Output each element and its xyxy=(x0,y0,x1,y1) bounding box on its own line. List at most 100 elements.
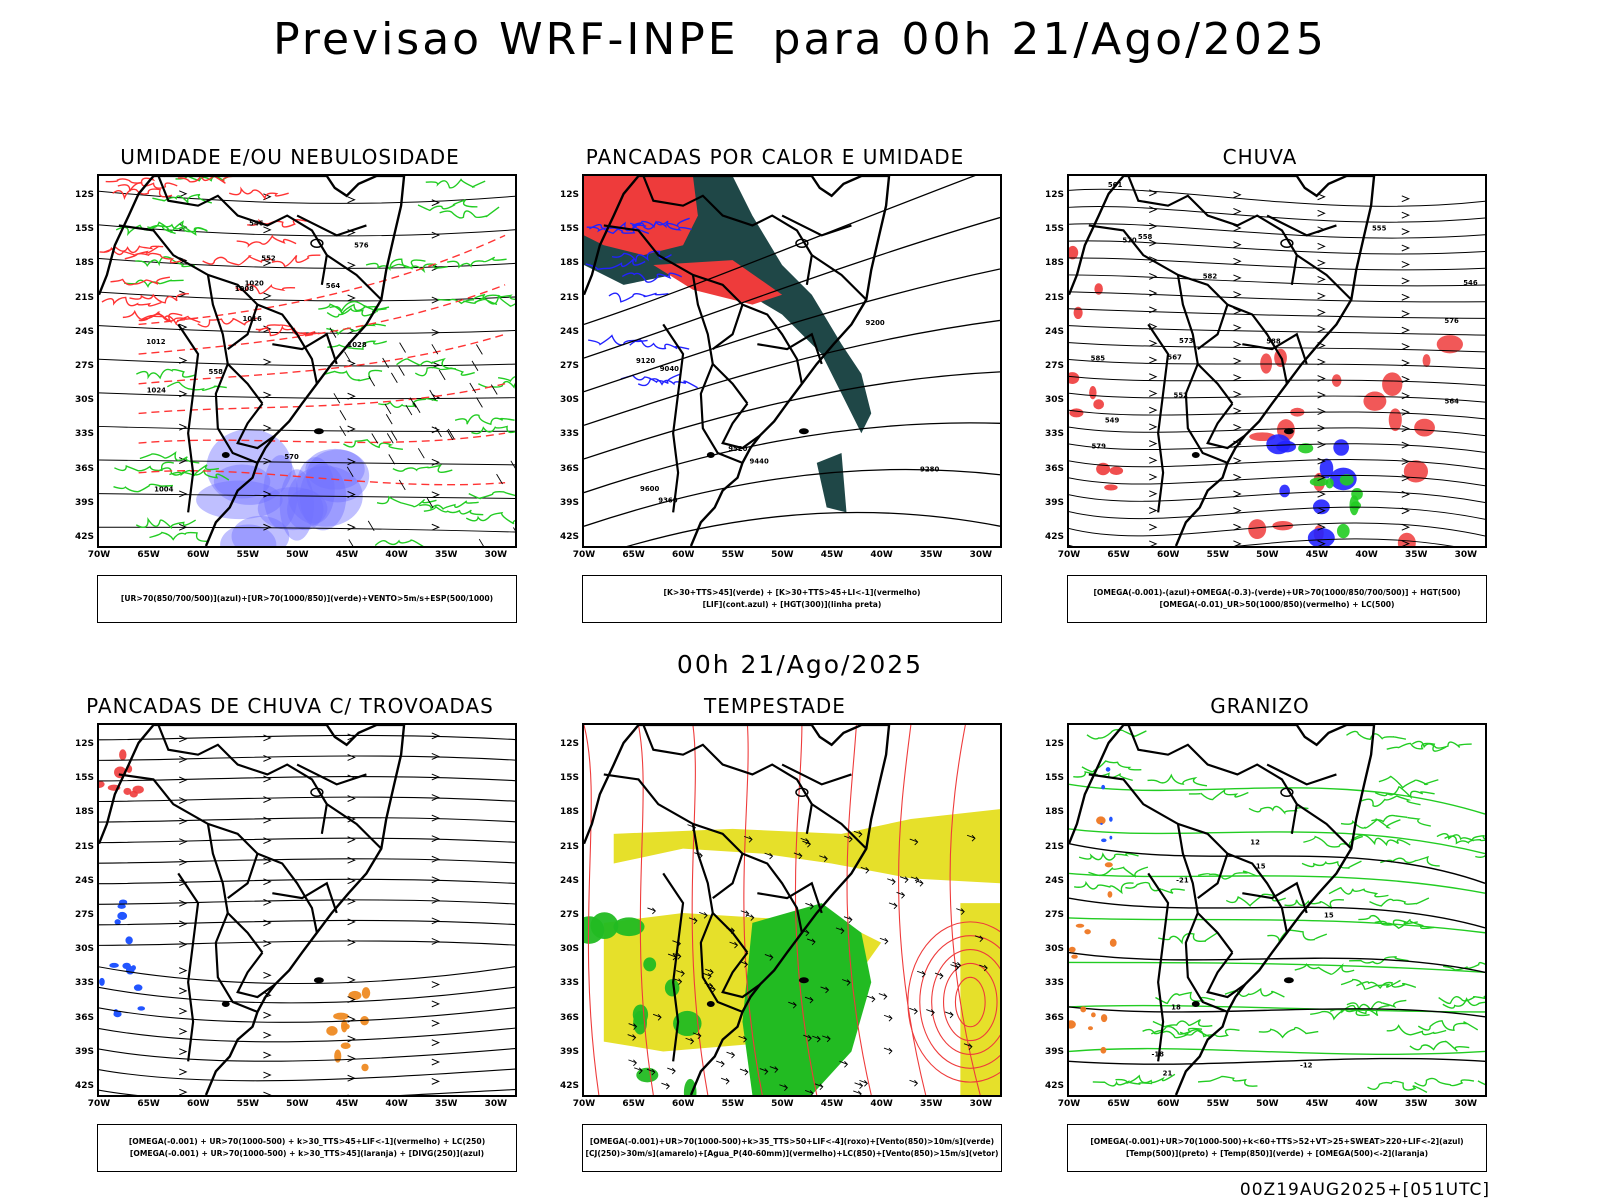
lake xyxy=(798,977,809,984)
flow-arrow xyxy=(263,1031,272,1039)
lon-tick-label: 70W xyxy=(1057,1099,1081,1109)
shaded-area xyxy=(348,990,362,1000)
shaded-area xyxy=(1109,938,1117,947)
panel-tempestade: TEMPESTADE 12S 15S 18S 21S 24S 27S 30S 33S 36S 39… xyxy=(545,694,1005,1174)
wind-vector xyxy=(740,910,750,917)
lon-tick-label: 40W xyxy=(1355,550,1378,560)
contour-line xyxy=(135,517,197,529)
wind-vector xyxy=(471,360,479,371)
country-border xyxy=(206,823,264,954)
flow-arrow xyxy=(347,491,356,498)
lake-outline xyxy=(1280,787,1294,797)
country-border xyxy=(742,303,803,384)
contour-line xyxy=(147,220,207,234)
shaded-area xyxy=(1397,532,1416,546)
flow-arrow xyxy=(431,835,440,843)
flow-arrow xyxy=(263,292,272,300)
height-contour xyxy=(584,371,1000,460)
streamline xyxy=(1069,506,1485,520)
lat-tick-label: 12S xyxy=(1044,190,1064,200)
wind-vector xyxy=(966,834,976,842)
thickness-contour xyxy=(138,470,506,486)
wind-vector xyxy=(646,1068,656,1076)
contour-label: 9360 xyxy=(658,496,677,504)
flow-arrow xyxy=(179,920,188,928)
flow-arrow xyxy=(1401,375,1410,383)
wind-vector xyxy=(476,344,483,355)
wind-vector xyxy=(446,429,454,441)
contour-line xyxy=(101,296,162,307)
lat-tick-label: 39S xyxy=(1044,1046,1064,1057)
flow-arrow xyxy=(263,837,272,845)
shaded-area xyxy=(279,469,315,541)
wind-vector xyxy=(692,1032,702,1040)
flow-arrow xyxy=(1149,540,1158,546)
flow-arrow xyxy=(347,425,356,433)
shaded-area xyxy=(1073,306,1083,319)
lat-tick-label: 27S xyxy=(1044,910,1064,920)
flow-arrow xyxy=(1317,325,1326,333)
lat-tick-label: 36S xyxy=(559,463,579,474)
flow-arrow xyxy=(1233,291,1242,298)
lat-tick-label: 33S xyxy=(74,978,94,989)
flow-arrow xyxy=(347,261,356,269)
flow-arrow xyxy=(431,1077,440,1085)
height-contour xyxy=(584,176,976,326)
contour-label: 564 xyxy=(326,282,341,290)
contour-line xyxy=(1158,932,1219,945)
flow-arrow xyxy=(179,357,188,364)
map-svg xyxy=(584,725,1000,1095)
wind-vector xyxy=(853,1090,862,1095)
shaded-area xyxy=(613,917,645,937)
country-border xyxy=(257,852,318,933)
shaded-area xyxy=(326,1026,338,1036)
wind-vector xyxy=(839,1060,849,1068)
flow-arrow xyxy=(263,775,272,783)
country-border xyxy=(118,773,259,899)
lat-tick-label: 42S xyxy=(1044,1081,1064,1091)
flow-arrow xyxy=(1401,507,1410,515)
wind-vector xyxy=(909,1007,918,1015)
flow-arrow xyxy=(1317,441,1326,449)
shaded-area xyxy=(117,904,126,909)
contour-line xyxy=(149,531,209,542)
lat-tick-label: 24S xyxy=(74,875,94,886)
contour-label: 567 xyxy=(1167,354,1182,362)
flow-arrow xyxy=(347,815,356,823)
lat-tick-label: 18S xyxy=(559,807,579,818)
flow-arrow xyxy=(1149,222,1158,230)
shaded-area xyxy=(99,977,105,986)
contour-label: 546 xyxy=(249,220,264,228)
lon-tick-label: 40W xyxy=(870,550,893,560)
contour-line xyxy=(471,425,515,435)
wind-vector xyxy=(409,397,417,408)
flow-arrow xyxy=(1401,195,1410,203)
country-border xyxy=(1296,803,1353,850)
wind-vector xyxy=(667,1067,676,1075)
lat-tick-label: 18S xyxy=(1044,807,1064,818)
flow-arrow xyxy=(263,457,272,465)
wind-vector xyxy=(844,835,853,843)
wind-vector xyxy=(739,1068,749,1076)
flow-arrow xyxy=(347,897,356,905)
lon-tick-label: 70W xyxy=(87,1099,111,1109)
contour-label: 1012 xyxy=(146,338,165,346)
country-border xyxy=(177,872,200,1062)
temp850-contour xyxy=(1069,828,1485,855)
country-border xyxy=(742,852,803,933)
lon-tick-label: 40W xyxy=(870,1099,893,1109)
contour-line xyxy=(202,255,263,266)
legend-box: [UR>70(850/700/500)](azul)+[UR>70(1000/8… xyxy=(97,575,517,623)
temp850-contour xyxy=(1069,917,1485,934)
wind-vector xyxy=(764,954,774,961)
streamline xyxy=(1069,522,1485,537)
wind-vector xyxy=(348,539,354,546)
lat-tick-label: 39S xyxy=(74,497,94,508)
flow-arrow xyxy=(263,919,272,927)
streamline xyxy=(1069,358,1485,370)
shaded-area xyxy=(1109,835,1113,840)
shaded-area xyxy=(1350,501,1362,510)
contour-line xyxy=(1328,887,1389,898)
flow-arrow xyxy=(263,754,272,762)
wind-vector xyxy=(391,372,398,383)
